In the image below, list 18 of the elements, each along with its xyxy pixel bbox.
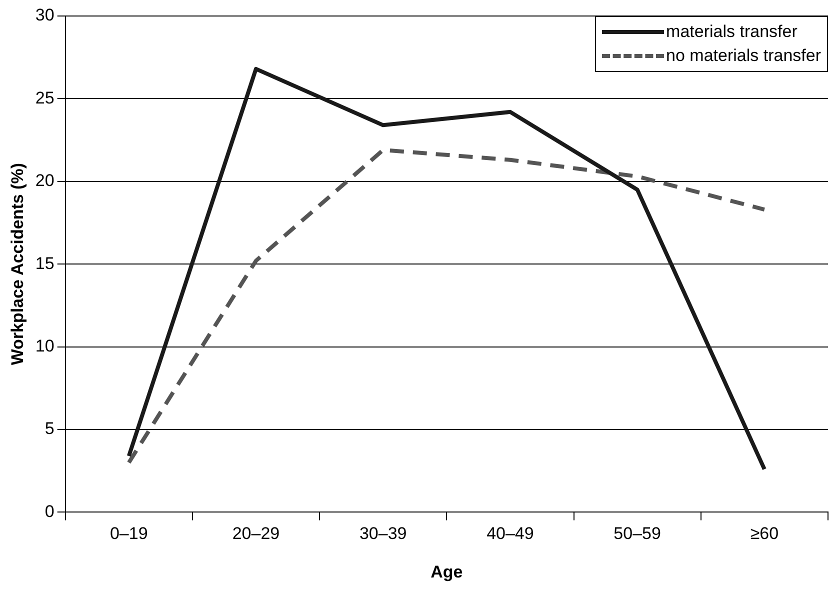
y-tick-label: 20 xyxy=(35,171,54,190)
x-tick-label: 30–39 xyxy=(359,524,407,544)
y-tick-label: 30 xyxy=(35,6,54,25)
y-tick-label: 5 xyxy=(44,419,54,438)
x-tick-label: 0–19 xyxy=(110,524,148,544)
x-tick-label: 50–59 xyxy=(614,524,661,544)
line-series xyxy=(126,148,766,465)
legend-label: materials transfer xyxy=(666,22,798,42)
x-tick-label: 40–49 xyxy=(486,524,534,544)
y-tick-label: 15 xyxy=(35,254,54,273)
x-tick-label: ≥60 xyxy=(750,524,779,544)
y-tick-label: 10 xyxy=(35,336,54,356)
x-tick-label: 20–29 xyxy=(232,524,280,544)
y-axis-title: Workplace Accidents (%) xyxy=(8,163,27,366)
y-tick-label: 0 xyxy=(44,502,54,521)
y-tick-label: 25 xyxy=(35,88,54,108)
legend-label: no materials transfer xyxy=(666,46,821,66)
x-axis-title: Age xyxy=(430,562,463,582)
